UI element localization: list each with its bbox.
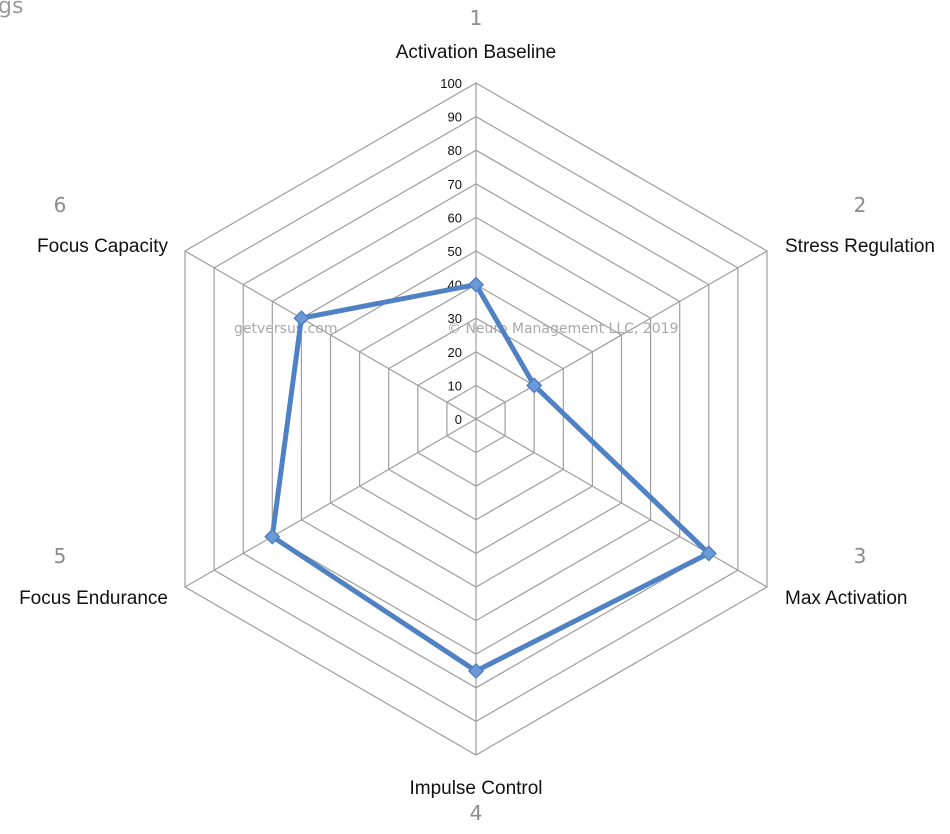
axis-number-3: 3: [854, 544, 867, 568]
radar-axis-labels: Activation Baseline 1 Stress Regulation 2 Ma…: [19, 6, 935, 825]
tick-label-70: 70: [448, 177, 462, 192]
axis-label-3: Max Activation: [785, 588, 908, 609]
axis-label-1: Activation Baseline: [396, 42, 557, 63]
axis-label-4: Impulse Control: [409, 778, 542, 799]
data-point-3: [700, 545, 717, 562]
radar-spokes: [184, 83, 768, 755]
axis-number-2: 2: [854, 193, 867, 217]
axis-number-6: 6: [54, 193, 67, 217]
spoke-6: [184, 250, 477, 420]
tick-label-50: 50: [448, 244, 462, 259]
tick-label-20: 20: [448, 345, 462, 360]
axis-number-4: 4: [470, 801, 483, 825]
tick-label-100: 100: [440, 76, 462, 91]
tick-label-80: 80: [448, 143, 462, 158]
radar-series: [264, 276, 717, 680]
tick-label-60: 60: [448, 210, 462, 225]
data-point-1: [467, 276, 485, 293]
axis-number-1: 1: [470, 6, 483, 30]
watermark-left: getversus.com: [234, 321, 337, 337]
tick-label-10: 10: [448, 378, 462, 393]
axis-number-5: 5: [54, 544, 67, 568]
watermark-right: © Neuro Management LLC, 2019: [447, 321, 678, 337]
axis-label-5: Focus Endurance: [19, 588, 168, 609]
axis-label-6: Focus Capacity: [37, 236, 168, 257]
data-point-5: [264, 528, 281, 545]
data-point-6: [293, 310, 310, 327]
axis-label-2: Stress Regulation: [785, 236, 935, 257]
tick-label-30: 30: [448, 311, 462, 326]
spoke-2: [475, 250, 768, 420]
data-point-2: [526, 377, 543, 394]
tick-label-90: 90: [448, 110, 462, 125]
tick-label-0: 0: [455, 412, 462, 427]
data-point-4: [467, 662, 485, 680]
cut-off-title-text: gs: [0, 0, 24, 19]
spoke-3: [475, 418, 768, 588]
spoke-5: [184, 418, 477, 588]
